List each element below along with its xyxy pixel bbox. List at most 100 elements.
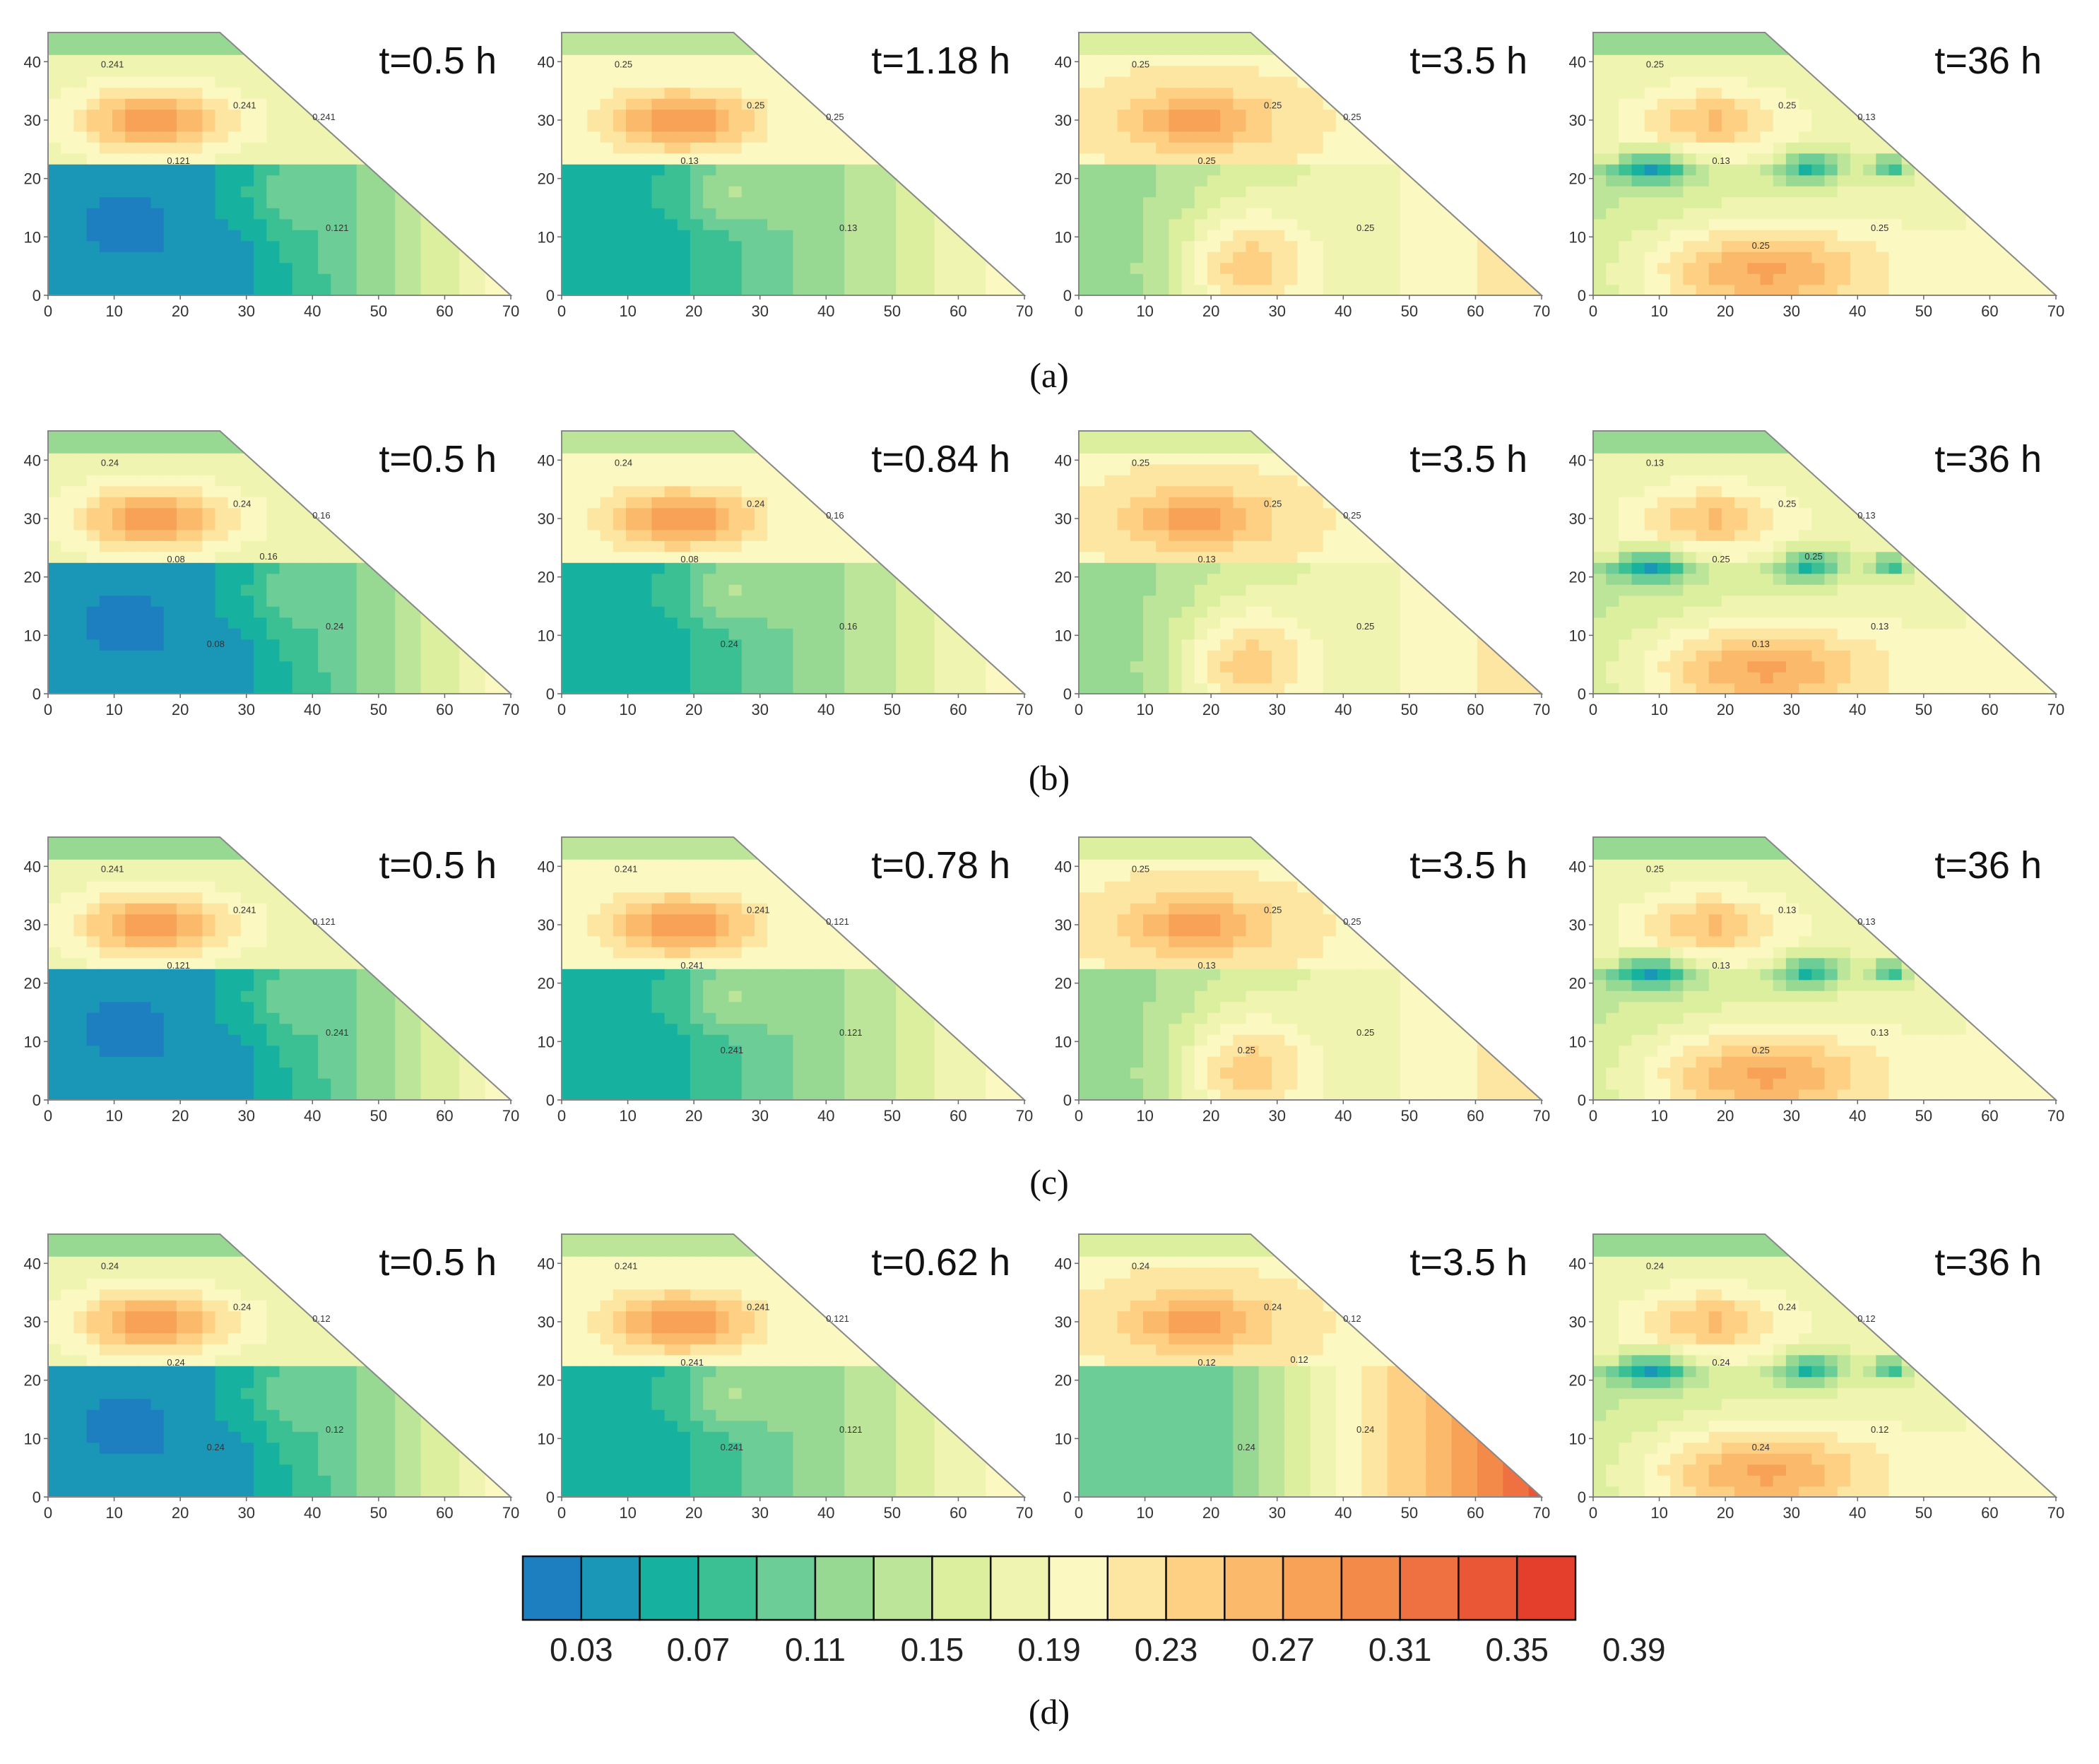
x-tick-label: 60 (950, 1107, 966, 1125)
colorbar-tick-label: 0.23 (1135, 1631, 1198, 1668)
contour-label: 0.24 (1264, 1301, 1282, 1312)
x-tick-label: 30 (1268, 302, 1285, 320)
panel-title: t=0.5 h (379, 438, 497, 480)
x-tick-label: 20 (1202, 1504, 1219, 1522)
panel-4-3: 0.24 0.24 0.12 0.12 0.24 0.24 0.12 0 10 20 30 40 50 6… (1055, 1233, 1550, 1522)
contour-label: 0.13 (1712, 155, 1730, 166)
y-tick-label: 10 (1055, 228, 1072, 246)
colorbar-swatch (1458, 1555, 1518, 1621)
contour-label: 0.24 (1238, 1442, 1255, 1452)
x-tick-label: 20 (685, 1107, 702, 1125)
y-tick-label: 0 (1063, 685, 1072, 703)
contour-label: 0.25 (1646, 59, 1664, 70)
contour-label: 0.12 (1871, 1424, 1888, 1435)
y-tick-label: 10 (1055, 1033, 1072, 1050)
x-tick-label: 0 (557, 1107, 566, 1125)
colorbar-swatch (1165, 1555, 1226, 1621)
contour-label: 0.25 (1752, 240, 1770, 251)
y-tick-label: 40 (538, 451, 555, 469)
y-tick-label: 0 (32, 287, 41, 304)
y-tick-label: 20 (538, 975, 555, 993)
x-tick-label: 10 (619, 701, 636, 718)
x-tick-label: 20 (685, 1504, 702, 1522)
x-tick-label: 60 (1467, 701, 1484, 718)
x-tick-label: 10 (1136, 302, 1153, 320)
contour-label: 0.08 (207, 639, 225, 649)
contour-label: 0.25 (1712, 554, 1730, 564)
x-tick-label: 40 (1849, 701, 1866, 718)
contour-label: 0.241 (312, 112, 336, 122)
contour-label: 0.24 (1646, 1261, 1664, 1272)
contour-label: 0.24 (101, 1261, 119, 1272)
contour-label: 0.16 (259, 551, 277, 562)
y-tick-label: 40 (538, 53, 555, 71)
x-tick-label: 30 (1268, 1504, 1285, 1522)
y-tick-label: 30 (24, 916, 41, 934)
y-tick-label: 10 (24, 228, 41, 246)
contour-label: 0.24 (1778, 1301, 1796, 1312)
y-tick-label: 0 (32, 685, 41, 703)
contour-label: 0.13 (1752, 639, 1770, 649)
contour-label: 0.241 (680, 1357, 704, 1368)
y-tick-label: 30 (538, 112, 555, 129)
y-tick-label: 20 (1055, 569, 1072, 586)
x-tick-label: 70 (1533, 302, 1550, 320)
y-tick-label: 10 (538, 627, 555, 644)
panel-title: t=3.5 h (1409, 40, 1527, 82)
panel-title: t=0.5 h (379, 1241, 497, 1284)
x-tick-label: 0 (1589, 701, 1597, 718)
y-tick-label: 0 (1578, 287, 1586, 304)
row-label: (a) (1029, 355, 1069, 395)
x-tick-label: 30 (751, 701, 768, 718)
x-tick-label: 70 (1533, 701, 1550, 718)
contour-label: 0.241 (233, 904, 256, 915)
y-tick-label: 10 (1569, 1033, 1586, 1050)
y-tick-label: 0 (1063, 1091, 1072, 1109)
x-tick-label: 0 (1075, 1107, 1083, 1125)
x-tick-label: 50 (1401, 302, 1418, 320)
contour-label: 0.13 (1871, 1027, 1888, 1038)
y-tick-label: 0 (1578, 685, 1586, 703)
colorbar-swatch (639, 1555, 699, 1621)
colorbar-swatch (873, 1555, 933, 1621)
y-tick-label: 10 (1055, 627, 1072, 644)
y-tick-label: 30 (24, 112, 41, 129)
contour-label: 0.121 (312, 916, 336, 927)
x-tick-label: 20 (1202, 701, 1219, 718)
contour-label: 0.25 (1871, 223, 1888, 233)
x-tick-label: 20 (685, 302, 702, 320)
x-tick-label: 0 (557, 701, 566, 718)
x-tick-label: 0 (1589, 302, 1597, 320)
panel-title: t=36 h (1934, 1241, 2042, 1284)
x-tick-label: 40 (1335, 302, 1352, 320)
panel-title: t=3.5 h (1409, 438, 1527, 480)
panel-title: t=1.18 h (871, 40, 1010, 82)
x-tick-label: 70 (2047, 701, 2064, 718)
x-tick-label: 50 (370, 1504, 387, 1522)
y-tick-label: 30 (1569, 916, 1586, 934)
y-tick-label: 20 (1569, 975, 1586, 993)
y-tick-label: 40 (24, 451, 41, 469)
y-tick-label: 40 (1055, 858, 1072, 875)
contour-label: 0.25 (826, 112, 844, 122)
contour-label: 0.25 (1356, 1027, 1374, 1038)
colorbar-tick-label: 0.27 (1251, 1631, 1315, 1668)
contour-label: 0.12 (1290, 1354, 1308, 1365)
y-tick-label: 20 (1569, 1372, 1586, 1390)
x-tick-label: 30 (1782, 701, 1799, 718)
contour-label: 0.241 (326, 1027, 349, 1038)
y-tick-label: 40 (1055, 451, 1072, 469)
contour-label: 0.12 (326, 1424, 343, 1435)
y-tick-label: 20 (1055, 975, 1072, 993)
x-tick-label: 10 (619, 1504, 636, 1522)
contour-label: 0.25 (1132, 59, 1149, 70)
x-tick-label: 0 (44, 302, 52, 320)
contour-label: 0.121 (326, 223, 349, 233)
x-tick-label: 0 (557, 1504, 566, 1522)
contour-label: 0.24 (1356, 1424, 1374, 1435)
x-tick-label: 70 (1533, 1504, 1550, 1522)
panel-title: t=0.5 h (379, 844, 497, 887)
contour-label: 0.24 (101, 458, 119, 468)
y-tick-label: 30 (538, 1313, 555, 1331)
